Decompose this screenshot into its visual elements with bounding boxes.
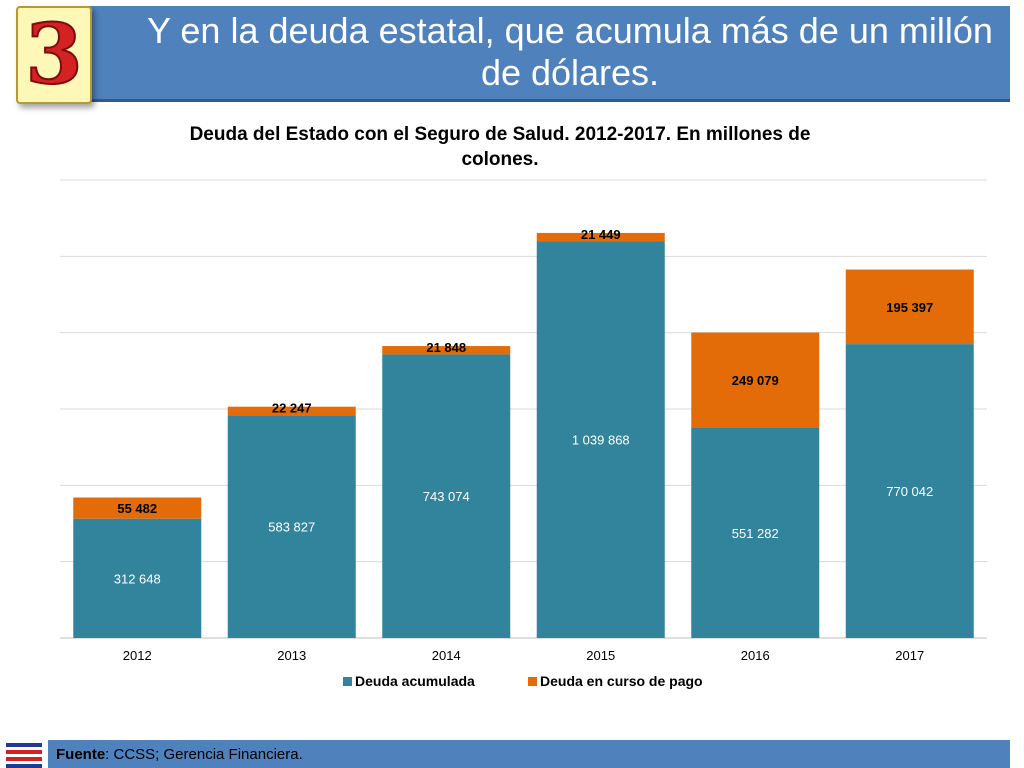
bar-curso-2012 <box>73 497 202 519</box>
bar-acumulada-2014 <box>382 354 511 638</box>
bar-acumulada-2012 <box>73 518 202 638</box>
header-bar: Y en la deuda estatal, que acumula más d… <box>20 6 1010 102</box>
x-tick-label: 2013 <box>277 648 306 663</box>
legend-swatch-acumulada <box>343 677 352 686</box>
legend-label-curso: Deuda en curso de pago <box>540 673 703 689</box>
x-tick-label: 2012 <box>123 648 152 663</box>
data-label: 21 848 <box>426 340 466 355</box>
data-label: 312 648 <box>114 571 161 586</box>
bar-acumulada-2013 <box>227 415 356 638</box>
data-label: 22 247 <box>272 401 312 416</box>
data-label: 21 449 <box>581 227 621 242</box>
stacked-bar-chart: 312 648 55 482 2012 583 827 22 247 2013 743 07… <box>60 179 987 689</box>
chart-title: Deuda del Estado con el Seguro de Salud.… <box>189 124 811 170</box>
data-label: 195 397 <box>886 300 933 315</box>
data-label: 770 042 <box>886 484 933 499</box>
source-note: Fuente: CCSS; Gerencia Financiera. <box>56 746 303 763</box>
bar-curso-2017 <box>845 269 974 345</box>
bar-acumulada-2016 <box>691 427 820 638</box>
data-label: 249 079 <box>732 373 779 388</box>
x-tick-label: 2016 <box>741 648 770 663</box>
number-badge: 3 <box>16 6 92 104</box>
x-tick-label: 2014 <box>432 648 461 663</box>
x-tick-label: 2017 <box>895 648 924 663</box>
bar-curso-2014 <box>382 346 511 355</box>
slide-title: Y en la deuda estatal, que acumula más d… <box>147 10 993 93</box>
costa-rica-flag-icon <box>6 743 42 768</box>
bar-acumulada-2017 <box>845 344 974 638</box>
bar-curso-2015 <box>536 232 665 242</box>
x-tick-label: 2015 <box>586 648 615 663</box>
badge-number: 3 <box>24 7 83 103</box>
data-label: 743 074 <box>423 489 470 504</box>
data-label: 583 827 <box>268 520 315 535</box>
data-label: 1 039 868 <box>572 433 630 448</box>
bar-curso-2016 <box>691 332 820 428</box>
bar-acumulada-2015 <box>536 241 665 638</box>
legend-swatch-curso <box>528 677 537 686</box>
source-text: : CCSS; Gerencia Financiera. <box>105 746 303 763</box>
footer-bar: Fuente: CCSS; Gerencia Financiera. <box>48 740 1010 768</box>
data-label: 551 282 <box>732 526 779 541</box>
data-label: 55 482 <box>117 501 157 516</box>
bar-curso-2013 <box>227 406 356 416</box>
legend-label-acumulada: Deuda acumulada <box>355 673 475 689</box>
source-label: Fuente <box>56 746 106 763</box>
